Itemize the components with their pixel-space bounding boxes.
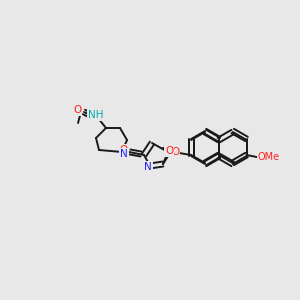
Text: O: O	[73, 105, 81, 115]
Text: O: O	[165, 146, 173, 156]
Text: NH: NH	[88, 110, 104, 120]
Text: O: O	[120, 145, 128, 155]
Text: O: O	[171, 147, 179, 157]
Text: N: N	[120, 149, 128, 159]
Text: OMe: OMe	[257, 152, 280, 162]
Text: N: N	[144, 162, 152, 172]
